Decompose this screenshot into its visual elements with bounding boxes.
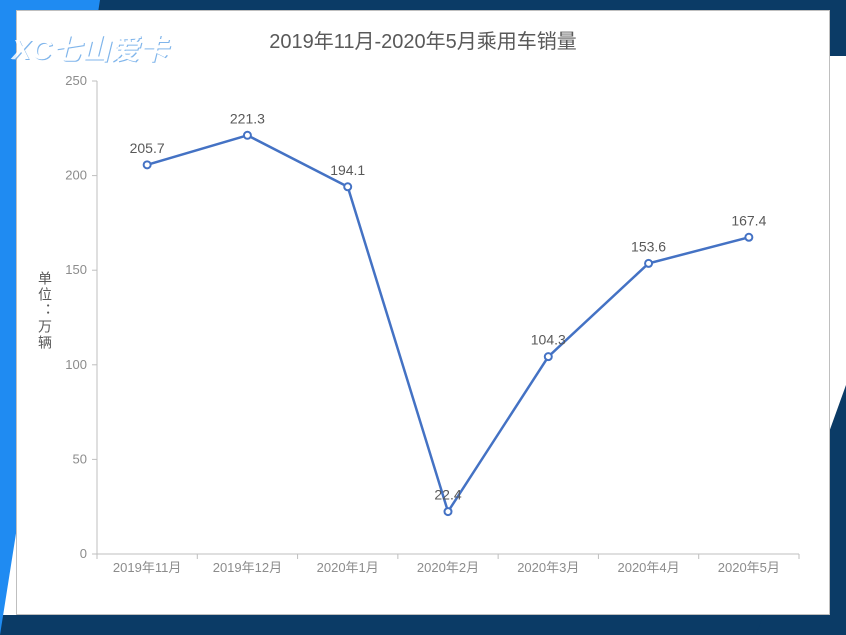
y-tick-label: 150 [65,262,87,277]
y-tick-label: 200 [65,168,87,183]
data-marker [344,183,351,190]
data-marker [244,132,251,139]
data-label: 167.4 [731,212,766,228]
data-marker [645,260,652,267]
data-label: 153.6 [631,238,666,254]
data-marker [745,234,752,241]
data-marker [545,353,552,360]
series-line [147,135,749,511]
y-tick-label: 50 [73,451,87,466]
data-label: 221.3 [230,110,265,126]
y-axis-title: 单位：万辆 [35,271,55,351]
y-tick-label: 0 [80,546,87,561]
chart-card: 2019年11月-2020年5月乘用车销量 单位：万辆 0 50 100 150 200… [16,10,830,615]
data-label: 104.3 [531,332,566,348]
plot-area: 0501001502002502019年11月2019年12月2020年1月20… [87,71,809,574]
chart-svg: 0501001502002502019年11月2019年12月2020年1月20… [87,71,809,574]
data-label: 194.1 [330,162,365,178]
y-tick-label: 250 [65,73,87,88]
data-marker [144,161,151,168]
x-tick-label: 2020年5月 [718,560,780,575]
chart-title: 2019年11月-2020年5月乘用车销量 [17,11,829,58]
x-tick-label: 2019年12月 [213,560,282,575]
y-tick-label: 100 [65,357,87,372]
x-tick-label: 2020年4月 [617,560,679,575]
x-tick-label: 2020年1月 [317,560,379,575]
bottom-band [0,615,846,635]
x-tick-label: 2020年2月 [417,560,479,575]
data-label: 22.4 [434,487,461,503]
x-tick-label: 2019年11月 [113,560,181,575]
data-label: 205.7 [130,140,165,156]
x-tick-label: 2020年3月 [517,560,579,575]
data-marker [445,508,452,515]
outer-frame: XC七山爱卡 2019年11月-2020年5月乘用车销量 单位：万辆 05010… [0,0,846,635]
